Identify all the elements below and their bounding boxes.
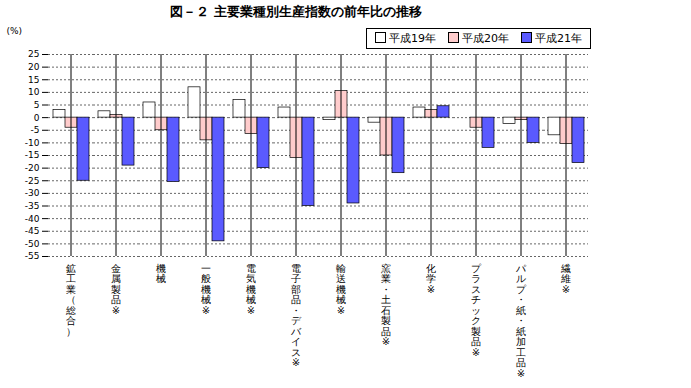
html-text:図－２ 主要業種別生産指数の前年比の推移: 図－２ 主要業種別生産指数の前年比の推移 [170,4,422,19]
svg-text:20: 20 [28,62,40,72]
svg-text:-55: -55 [25,251,40,261]
svg-text:-45: -45 [25,226,40,236]
svg-text:-5: -5 [31,125,40,135]
svg-text:(%): (%) [7,26,23,36]
html-text:平成20年: 平成20年 [462,32,509,45]
svg-text:化学※: 化学※ [426,263,436,295]
svg-text:-35: -35 [25,201,40,211]
svg-text:0: 0 [34,113,40,123]
svg-text:パルプ・紙・紙加工品※: パルプ・紙・紙加工品※ [515,263,527,379]
svg-text:15: 15 [28,75,39,85]
svg-text:-25: -25 [25,176,40,186]
svg-text:機械: 機械 [156,263,166,285]
svg-text:-30: -30 [25,188,40,198]
svg-text:鉱工業（総合）: 鉱工業（総合） [65,263,76,337]
html-text:平成21年: 平成21年 [535,32,582,45]
svg-text:金属製品※: 金属製品※ [111,263,121,316]
svg-text:25: 25 [28,49,39,59]
svg-text:一般機械※: 一般機械※ [201,263,211,316]
svg-text:輸送機械※: 輸送機械※ [336,263,346,316]
svg-text:5: 5 [34,100,40,110]
svg-text:-10: -10 [25,138,40,148]
svg-text:電気機械※: 電気機械※ [246,263,256,316]
svg-text:-20: -20 [25,163,40,173]
svg-text:-50: -50 [25,239,40,249]
svg-text:10: 10 [28,87,40,97]
svg-text:-40: -40 [25,214,40,224]
svg-text:プラスチック製品※: プラスチック製品※ [471,263,482,358]
svg-text:窯業・土石製品※: 窯業・土石製品※ [381,263,391,348]
svg-text:繊維※: 繊維※ [560,263,571,295]
html-text:平成19年: 平成19年 [389,32,436,45]
svg-text:-15: -15 [25,150,40,160]
svg-text:電子部品・デバイス※: 電子部品・デバイス※ [290,263,302,369]
